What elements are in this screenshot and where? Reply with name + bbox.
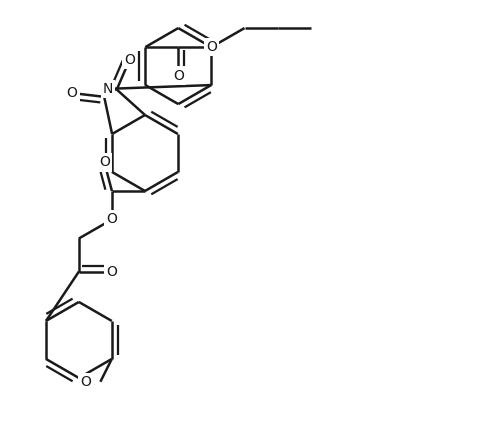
Text: O: O xyxy=(173,68,183,82)
Text: O: O xyxy=(80,375,91,389)
Text: N: N xyxy=(103,82,113,96)
Text: O: O xyxy=(99,156,109,170)
Text: O: O xyxy=(124,53,135,67)
Text: O: O xyxy=(106,264,117,278)
Text: O: O xyxy=(205,40,216,54)
Text: O: O xyxy=(106,212,117,227)
Text: O: O xyxy=(67,86,77,100)
